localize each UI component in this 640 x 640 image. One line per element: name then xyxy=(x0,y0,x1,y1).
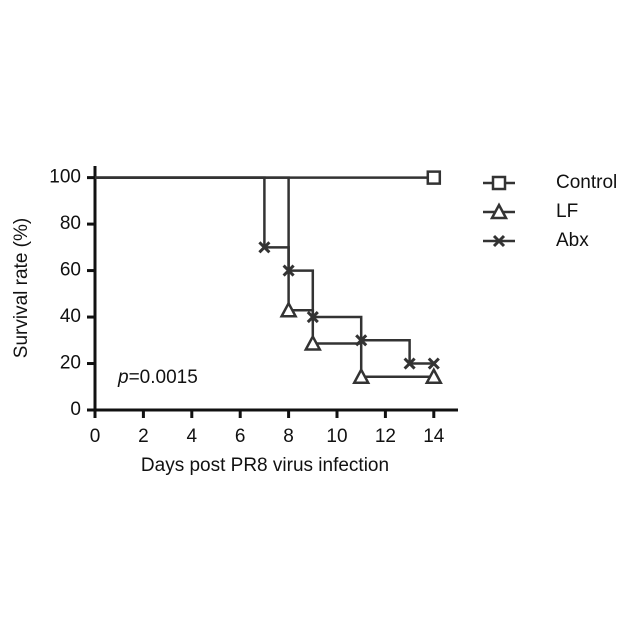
y-tick-label: 0 xyxy=(70,399,81,420)
x-tick-label: 14 xyxy=(423,426,445,447)
legend-marker xyxy=(493,177,505,189)
x-tick-label: 10 xyxy=(326,426,347,447)
y-tick-label: 80 xyxy=(60,213,81,234)
y-tick-label: 20 xyxy=(60,353,81,374)
x-tick-label: 12 xyxy=(375,426,396,447)
x-tick-label: 2 xyxy=(138,426,149,447)
x-tick-label: 8 xyxy=(283,426,294,447)
marker xyxy=(282,303,296,316)
marker xyxy=(354,370,368,383)
y-tick-label: 60 xyxy=(60,260,81,281)
legend-marker xyxy=(492,205,506,218)
legend-label: LF xyxy=(556,201,578,222)
annotation: p=0.0015 xyxy=(117,367,198,388)
marker xyxy=(427,370,441,383)
y-tick-label: 100 xyxy=(49,167,81,188)
marker xyxy=(306,337,320,350)
survival-line xyxy=(95,178,434,364)
marker xyxy=(428,172,440,184)
x-tick-label: 4 xyxy=(187,426,198,447)
x-axis-label: Days post PR8 virus infection xyxy=(141,455,389,476)
annotation-text: =0.0015 xyxy=(129,367,198,388)
y-axis-label: Survival rate (%) xyxy=(11,218,32,358)
x-tick-label: 6 xyxy=(235,426,246,447)
x-tick-label: 0 xyxy=(90,426,101,447)
legend-label: Abx xyxy=(556,230,589,251)
annotation-italic: p xyxy=(117,367,129,388)
y-tick-label: 40 xyxy=(60,306,81,327)
legend-label: Control xyxy=(556,172,617,193)
chart: Days post PR8 virus infection Survival r… xyxy=(0,0,640,640)
